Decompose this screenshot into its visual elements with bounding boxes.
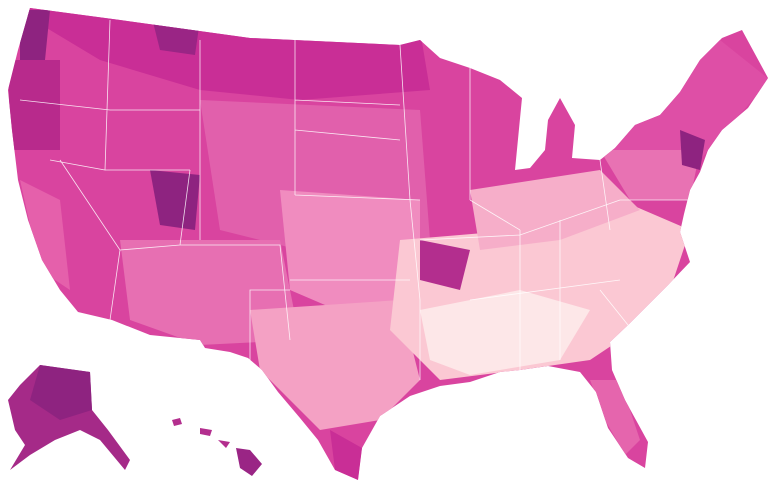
island [218,440,230,448]
state-borders [19,19,690,380]
region [680,130,705,170]
island [236,448,262,476]
region [590,380,640,455]
region [20,10,50,60]
region [600,150,700,200]
alaska [8,365,130,470]
region [8,60,60,150]
region [420,240,470,290]
region [330,430,362,480]
region [250,300,420,430]
region [560,40,768,160]
region [470,170,640,250]
region [420,290,590,375]
island [200,428,212,436]
region [150,170,200,230]
region [280,190,420,320]
hawaii [172,418,262,476]
region [20,180,70,290]
region [30,365,92,420]
island [172,418,182,426]
